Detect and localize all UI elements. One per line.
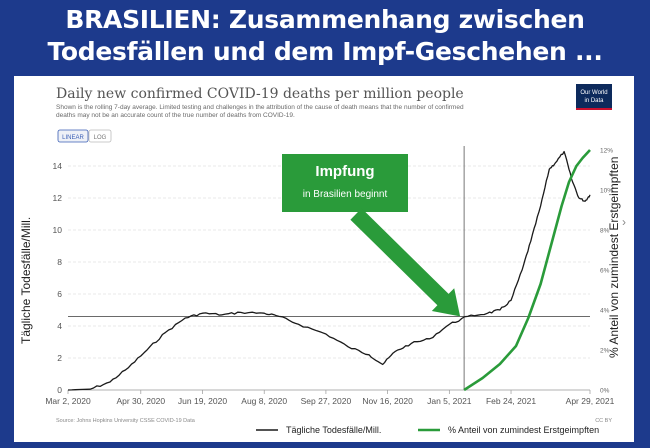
y-right-tick-label: 8%: [600, 228, 610, 235]
annotation-box: [282, 154, 408, 212]
log-label: LOG: [94, 135, 107, 141]
x-tick-label: Nov 16, 2020: [362, 396, 413, 406]
logo-line-2: in Data: [584, 98, 604, 104]
y-right-tick-label: 6%: [600, 268, 610, 275]
y-tick-label: 8: [57, 257, 62, 267]
y-tick-label: 0: [57, 385, 62, 395]
license-note: CC BY: [595, 418, 612, 424]
scale-toggle: LINEAR LOG: [57, 129, 112, 143]
chart-subtitle-line-1: Shown is the rolling 7-day average. Limi…: [56, 104, 464, 111]
y-tick-label: 14: [53, 161, 63, 171]
source-note: Source: Johns Hopkins University CSSE CO…: [56, 418, 196, 424]
y-right-tick-label: 10%: [600, 188, 613, 195]
y-tick-label: 2: [57, 353, 62, 363]
legend-label-vaccination: % Anteil von zumindest Erstgeimpften: [448, 425, 599, 435]
series-vaccination-line: [463, 149, 591, 392]
headline: BRASILIEN: Zusammenhang zwischen Todesfä…: [0, 4, 650, 68]
y-tick-label: 10: [53, 225, 63, 235]
headline-line-2: Todesfällen und dem Impf-Geschehen ...: [47, 37, 603, 66]
annotation-text: in Brasilien beginnt: [303, 189, 388, 200]
y-axis-label-right: % Anteil von zumindest Erstgeimpften: [607, 157, 621, 358]
annotation-title: Impfung: [315, 163, 374, 180]
linear-label: LINEAR: [62, 135, 84, 141]
linear-button[interactable]: [57, 129, 89, 143]
chart-panel: Daily new confirmed COVID-19 deaths per …: [14, 76, 634, 442]
legend: Tägliche Todesfälle/Mill. % Anteil von z…: [256, 425, 599, 435]
x-tick-label: Apr 29, 2021: [566, 396, 615, 406]
x-tick-label: Apr 30, 2020: [116, 396, 165, 406]
chart-svg: Daily new confirmed COVID-19 deaths per …: [14, 84, 626, 435]
owid-logo: Our World in Data: [576, 84, 612, 110]
x-tick-label: Jan 5, 2021: [427, 396, 472, 406]
axis-ticks: 0 2 4 6 8 10 12 14 0% 2% 4% 6% 8% 10% 12% Mar 2, 2020 Ap…: [45, 148, 614, 407]
logo-line-1: Our World: [580, 90, 607, 96]
y-right-tick-label: 12%: [600, 148, 613, 155]
legend-label-deaths: Tägliche Todesfälle/Mill.: [286, 425, 381, 435]
x-tick-label: Sep 27, 2020: [301, 396, 352, 406]
vaccination-annotation: Impfung in Brasilien beginnt: [282, 154, 461, 317]
headline-line-1: BRASILIEN: Zusammenhang zwischen: [65, 5, 585, 34]
log-button[interactable]: [88, 129, 112, 143]
x-tick-label: Jun 19, 2020: [178, 396, 227, 406]
y-axis-label-left: Tägliche Todesfälle/Mill.: [19, 217, 33, 344]
label-fade: [14, 206, 46, 220]
y-tick-label: 12: [53, 193, 63, 203]
y-right-tick-label: 4%: [600, 308, 610, 315]
x-tick-label: Feb 24, 2021: [486, 396, 536, 406]
chart-subtitle-line-2: deaths may not be an accurate count of t…: [56, 112, 295, 119]
annotation-arrow: [350, 208, 461, 317]
y-right-tick-label: 2%: [600, 348, 610, 355]
series-deaths-line: [67, 150, 591, 391]
y-right-tick-label: 0%: [600, 388, 610, 395]
y-tick-label: 6: [57, 289, 62, 299]
chevron-right-icon[interactable]: ›: [622, 215, 626, 229]
chart-title: Daily new confirmed COVID-19 deaths per …: [56, 86, 464, 102]
x-tick-label: Mar 2, 2020: [45, 396, 91, 406]
x-tick-label: Aug 8, 2020: [241, 396, 287, 406]
y-tick-label: 4: [57, 321, 62, 331]
